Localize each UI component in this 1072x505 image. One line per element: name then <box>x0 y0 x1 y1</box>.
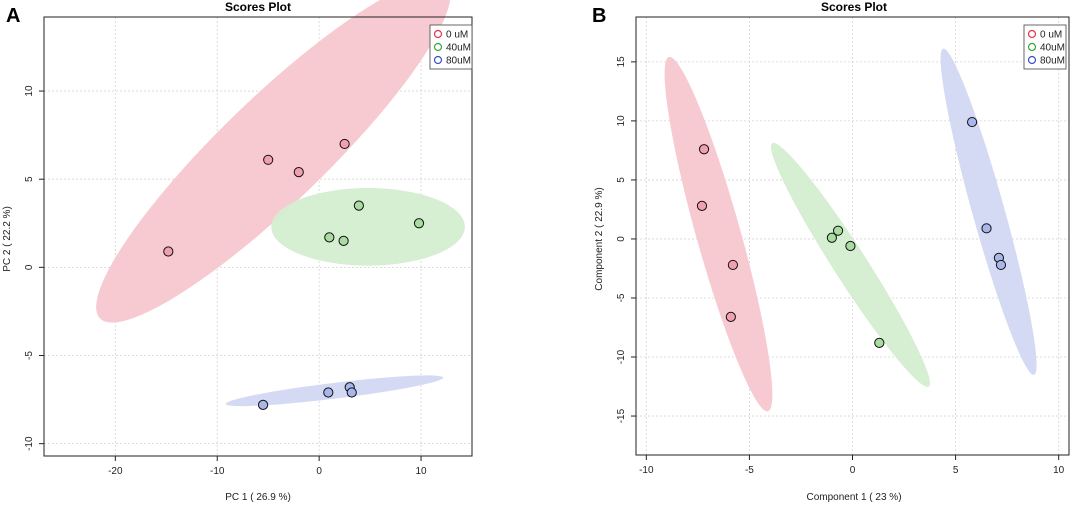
panel-a-legend-marker-1 <box>433 42 443 52</box>
panel-a-xtick-label-0: 0 <box>316 466 322 477</box>
panel-b-xtick-label-0: 0 <box>850 465 856 476</box>
panel-a-legend-label-0: 0 uM <box>446 30 468 41</box>
panel-b-point-1-3 <box>874 337 885 348</box>
panel-b-point-0-1 <box>696 200 708 211</box>
panel-a-point-1-3 <box>413 218 425 229</box>
panel-b-point-0-0 <box>698 144 710 155</box>
panel-b-title: Scores Plot <box>821 0 887 14</box>
panel-b-legend-marker-1 <box>1027 42 1037 52</box>
panel-b-xtick-label--5: -5 <box>745 465 754 476</box>
panel-a-plot-frame <box>43 16 473 457</box>
panel-b-point-2-3 <box>995 259 1007 271</box>
panel-b-point-2-0 <box>966 116 978 128</box>
panel-b-legend-marker-2 <box>1027 55 1037 65</box>
panel-a-xtick-label--10: -10 <box>210 466 225 477</box>
panel-b-ytick-label--15: -15 <box>616 408 627 423</box>
panel-a-legend-marker-2 <box>433 55 443 65</box>
panel-a-ellipses <box>96 0 465 407</box>
panel-letter-a: A <box>6 5 20 27</box>
panel-a-ytick-label-5: 5 <box>24 176 35 182</box>
panel-a-legend-label-2: 80uM <box>446 56 471 67</box>
panel-a-point-1-0 <box>324 232 335 243</box>
panel-a-ticks: -20 -10 0 10 -10 -5 0 5 10 <box>24 85 427 477</box>
panel-a-ytick-label-10: 10 <box>24 85 35 97</box>
panel-b-ellipses <box>664 48 1037 412</box>
panel-a-ellipse-2 <box>225 375 444 407</box>
panel-a-xtick-label-10: 10 <box>415 466 427 477</box>
panel-b-ellipse-2 <box>940 48 1037 376</box>
panel-b-ellipse-0 <box>664 56 773 412</box>
panel-a-legend-box <box>429 24 473 70</box>
panel-b-ytick-label--5: -5 <box>616 293 627 302</box>
panel-b-legend-marker-0 <box>1027 29 1037 39</box>
panel-letter-b: B <box>592 5 606 27</box>
panel-a-ylabel: PC 2 ( 22.2 %) <box>2 206 13 272</box>
panel-b-ytick-label-10: 10 <box>616 115 627 127</box>
panel-b-point-0-2 <box>727 259 739 271</box>
panel-b-xtick-label-10: 10 <box>1053 465 1065 476</box>
panel-a-points <box>163 138 425 410</box>
panel-a: A Scores Plot PC 1 ( 26.9 %) PC 2 ( 22.2… <box>2 0 473 503</box>
panel-b-legend-box <box>1023 24 1067 70</box>
panel-a-point-0-0 <box>163 246 174 257</box>
panel-a-ytick-label--5: -5 <box>24 351 35 360</box>
panel-a-legend: 0 uM 40uM 80uM <box>429 24 473 70</box>
panel-b-ytick-label-5: 5 <box>616 177 627 183</box>
panel-a-point-2-1 <box>323 387 334 398</box>
panel-b-point-1-0 <box>826 232 837 243</box>
panel-a-point-0-1 <box>263 154 274 165</box>
panel-a-point-0-2 <box>293 167 304 178</box>
panel-a-point-2-0 <box>257 399 269 410</box>
panel-b-ellipse-1 <box>770 142 930 387</box>
panel-a-legend-marker-0 <box>433 29 443 39</box>
panel-a-xtick-label--20: -20 <box>108 466 123 477</box>
panel-b-point-1-2 <box>845 240 856 252</box>
panel-b: B Scores Plot Component 1 ( 23 %) Compon… <box>592 0 1070 503</box>
panel-b-ytick-label-15: 15 <box>616 56 627 68</box>
panel-b-legend-label-1: 40uM <box>1040 43 1065 54</box>
panel-b-point-0-3 <box>725 311 736 322</box>
panel-a-point-1-1 <box>338 235 349 247</box>
panel-a-xlabel: PC 1 ( 26.9 %) <box>225 492 291 503</box>
panel-b-point-2-1 <box>981 223 992 234</box>
panel-b-ylabel: Component 2 ( 22.9 %) <box>594 187 605 290</box>
panel-b-ytick-label-0: 0 <box>616 236 627 242</box>
panel-b-point-1-1 <box>832 225 844 236</box>
panel-a-ellipse-1 <box>271 188 465 266</box>
panel-b-xtick-label--10: -10 <box>639 465 654 476</box>
panel-b-xlabel: Component 1 ( 23 %) <box>806 492 901 503</box>
panel-b-legend-label-2: 80uM <box>1040 56 1065 67</box>
panel-a-point-0-3 <box>339 138 350 150</box>
panel-a-point-2-3 <box>346 387 357 398</box>
panel-b-xtick-label-5: 5 <box>953 465 959 476</box>
panel-a-legend-label-1: 40uM <box>446 43 471 54</box>
panel-a-ellipse-0 <box>96 0 451 323</box>
panel-b-ytick-label--10: -10 <box>616 349 627 364</box>
panel-a-ytick-label--10: -10 <box>24 436 35 451</box>
panel-a-point-1-2 <box>353 200 364 211</box>
panel-b-points <box>696 116 1007 348</box>
panel-b-legend: 0 uM 40uM 80uM <box>1023 24 1067 70</box>
panel-b-legend-label-0: 0 uM <box>1040 30 1062 41</box>
panel-a-ytick-label-0: 0 <box>24 264 35 270</box>
panel-a-title: Scores Plot <box>225 0 291 14</box>
panel-b-ticks: -10 -5 0 5 10 -15 -10 -5 0 5 10 15 <box>616 56 1065 476</box>
